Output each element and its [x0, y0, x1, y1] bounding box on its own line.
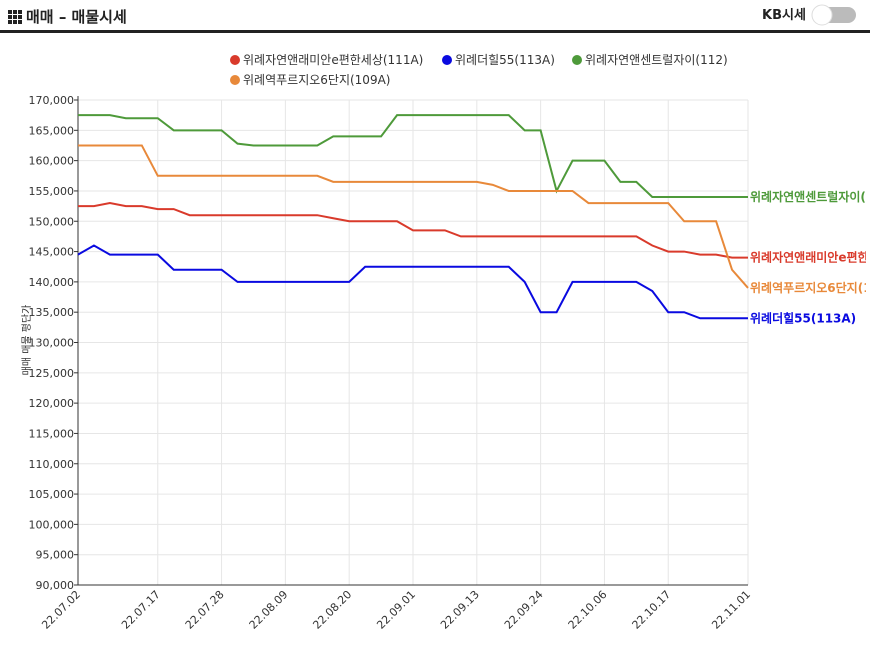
x-tick-label: 22.07.28	[183, 588, 227, 632]
y-tick-label: 115,000	[29, 427, 75, 440]
y-tick-label: 95,000	[36, 549, 75, 562]
legend-label: 위례역푸르지오6단지(109A)	[243, 73, 390, 87]
legend-label: 위례더힐55(113A)	[455, 53, 555, 67]
y-tick-label: 170,000	[29, 94, 75, 107]
series-end-label: 위례자연앤래미안e편한세상(111A)	[750, 250, 870, 265]
y-tick-label: 155,000	[29, 185, 75, 198]
y-tick-label: 90,000	[36, 579, 75, 592]
legend-label: 위례자연앤센트럴자이(112)	[585, 53, 728, 67]
x-tick-label: 22.07.02	[39, 588, 83, 632]
y-tick-label: 165,000	[29, 124, 75, 137]
x-tick-label: 22.09.24	[502, 588, 546, 632]
series-line	[78, 202, 748, 259]
series-end-label: 위례역푸르지오6단지(109A)	[750, 280, 870, 295]
y-tick-label: 110,000	[29, 458, 75, 471]
x-tick-label: 22.09.01	[374, 588, 418, 632]
series-line	[78, 144, 749, 289]
x-tick-label: 22.08.20	[310, 588, 354, 632]
y-axis-title: 매매 매물 평단가	[21, 305, 33, 376]
y-tick-label: 160,000	[29, 155, 75, 168]
legend-marker	[572, 55, 582, 65]
x-tick-label: 22.07.17	[119, 588, 163, 632]
x-tick-label: 22.11.01	[709, 588, 753, 632]
y-tick-label: 105,000	[29, 488, 75, 501]
page-title: 매매 – 매물시세	[26, 8, 127, 26]
series-end-label: 위례더힐55(113A)	[750, 310, 856, 325]
y-tick-label: 100,000	[29, 518, 75, 531]
header-rule	[0, 30, 870, 33]
y-tick-label: 150,000	[29, 215, 75, 228]
x-tick-label: 22.10.06	[566, 588, 610, 632]
y-tick-label: 145,000	[29, 246, 75, 259]
y-tick-label: 125,000	[29, 367, 75, 380]
x-tick-label: 22.08.09	[247, 588, 291, 632]
legend-marker	[442, 55, 452, 65]
y-tick-label: 140,000	[29, 276, 75, 289]
legend-marker	[230, 75, 240, 85]
y-tick-label: 120,000	[29, 397, 75, 410]
series-line	[78, 114, 748, 198]
legend-marker	[230, 55, 240, 65]
x-tick-label: 22.10.17	[630, 588, 674, 632]
y-tick-label: 130,000	[29, 337, 75, 350]
toggle[interactable]	[811, 4, 856, 26]
menu-icon	[8, 10, 22, 24]
y-tick-label: 135,000	[29, 306, 75, 319]
series-line	[77, 244, 748, 320]
legend-label: 위례자연앤래미안e편한세상(111A)	[243, 53, 423, 67]
x-tick-label: 22.09.13	[438, 588, 482, 632]
series-end-label: 위례자연앤센트럴자이(112)	[750, 189, 870, 204]
toggle-label: KB시세	[762, 8, 806, 23]
